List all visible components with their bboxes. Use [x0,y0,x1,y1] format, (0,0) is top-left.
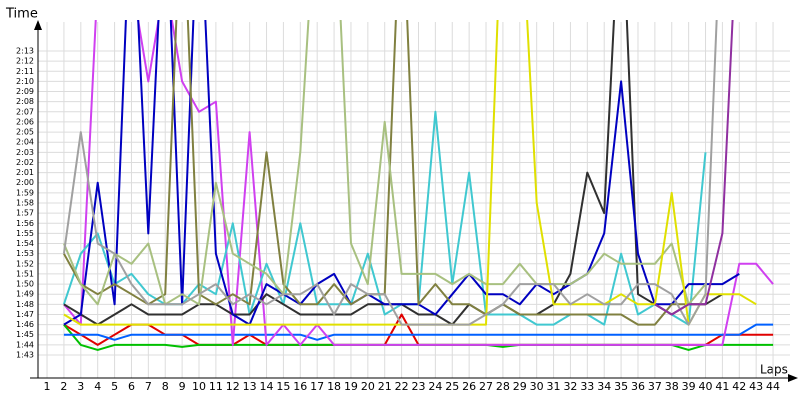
y-tick-label: 1:54 [16,239,34,248]
y-tick-label: 1:43 [16,351,34,360]
x-tick-label: 36 [631,380,645,393]
x-tick-label: 38 [665,380,679,393]
x-tick-label: 29 [513,380,527,393]
y-tick-label: 2:01 [16,168,34,177]
x-tick-label: 17 [310,380,324,393]
series-line [63,323,774,341]
y-tick-label: 1:55 [16,229,34,238]
series-line [63,20,740,326]
x-tick-label: 35 [614,380,628,393]
x-tick-label: 10 [192,380,206,393]
x-axis-label: Laps [760,363,788,377]
y-arrow [34,20,42,30]
y-tick-label: 1:51 [16,269,34,278]
y-tick-label: 2:08 [16,97,34,106]
x-tick-label: 5 [111,380,118,393]
y-tick-label: 2:10 [16,77,34,86]
x-arrow [788,374,798,382]
x-tick-label: 26 [462,380,476,393]
x-tick-label: 18 [327,380,341,393]
y-tick-label: 1:45 [16,330,34,339]
series-line [63,20,774,346]
x-tick-label: 28 [496,380,510,393]
y-tick-label: 2:02 [16,158,34,167]
x-tick-label: 22 [395,380,409,393]
x-tick-label: 12 [226,380,240,393]
y-tick-label: 1:58 [16,199,34,208]
y-tick-label: 2:03 [16,148,34,157]
x-tick-label: 41 [715,380,729,393]
x-tick-label: 25 [445,380,459,393]
y-tick-label: 2:11 [16,67,34,76]
x-tick-label: 4 [94,380,101,393]
x-tick-label: 24 [428,380,442,393]
y-tick-label: 1:50 [16,280,34,289]
x-tick-label: 13 [243,380,257,393]
x-tick-label: 30 [530,380,544,393]
x-tick-label: 21 [378,380,392,393]
x-tick-label: 40 [699,380,713,393]
x-tick-label: 44 [766,380,780,393]
series-line [62,20,707,306]
y-tick-label: 1:53 [16,249,34,258]
series-line [62,20,718,326]
x-tick-label: 8 [162,380,169,393]
x-tick-label: 14 [260,380,274,393]
x-tick-label: 20 [361,380,375,393]
x-tick-label: 43 [749,380,763,393]
y-tick-label: 1:57 [16,209,34,218]
x-tick-label: 16 [293,380,307,393]
y-tick-label: 1:44 [16,340,34,349]
x-tick-label: 6 [128,380,135,393]
x-tick-label: 27 [479,380,493,393]
x-tick-label: 42 [732,380,746,393]
y-tick-label: 2:09 [16,87,34,96]
y-tick-label: 2:07 [16,107,34,116]
y-tick-label: 1:49 [16,290,34,299]
x-tick-label: 31 [547,380,561,393]
x-tick-label: 32 [563,380,577,393]
y-tick-label: 1:48 [16,300,34,309]
y-tick-label: 2:06 [16,117,34,126]
y-tick-label: 2:00 [16,178,34,187]
y-axis-label: Time [5,7,38,22]
x-tick-label: 3 [77,380,84,393]
series-line [654,20,734,316]
y-tick-label: 1:47 [16,310,34,319]
x-tick-label: 19 [344,380,358,393]
y-tick-label: 1:52 [16,259,34,268]
x-tick-label: 39 [682,380,696,393]
x-tick-label: 11 [209,380,223,393]
x-tick-label: 9 [179,380,186,393]
x-tick-label: 34 [597,380,611,393]
y-tick-label: 2:13 [16,47,34,56]
y-tick-label: 2:04 [16,138,34,147]
x-tick-label: 1 [44,380,51,393]
y-tick-label: 1:56 [16,219,34,228]
x-tick-label: 23 [411,380,425,393]
x-tick-label: 2 [60,380,67,393]
x-tick-label: 37 [648,380,662,393]
x-tick-label: 7 [145,380,152,393]
y-tick-label: 1:59 [16,188,34,197]
x-tick-label: 33 [580,380,594,393]
y-tick-label: 2:12 [16,57,34,66]
y-tick-label: 2:05 [16,128,34,137]
x-tick-label: 15 [276,380,290,393]
lines [62,20,774,351]
y-tick-label: 1:46 [16,320,34,329]
